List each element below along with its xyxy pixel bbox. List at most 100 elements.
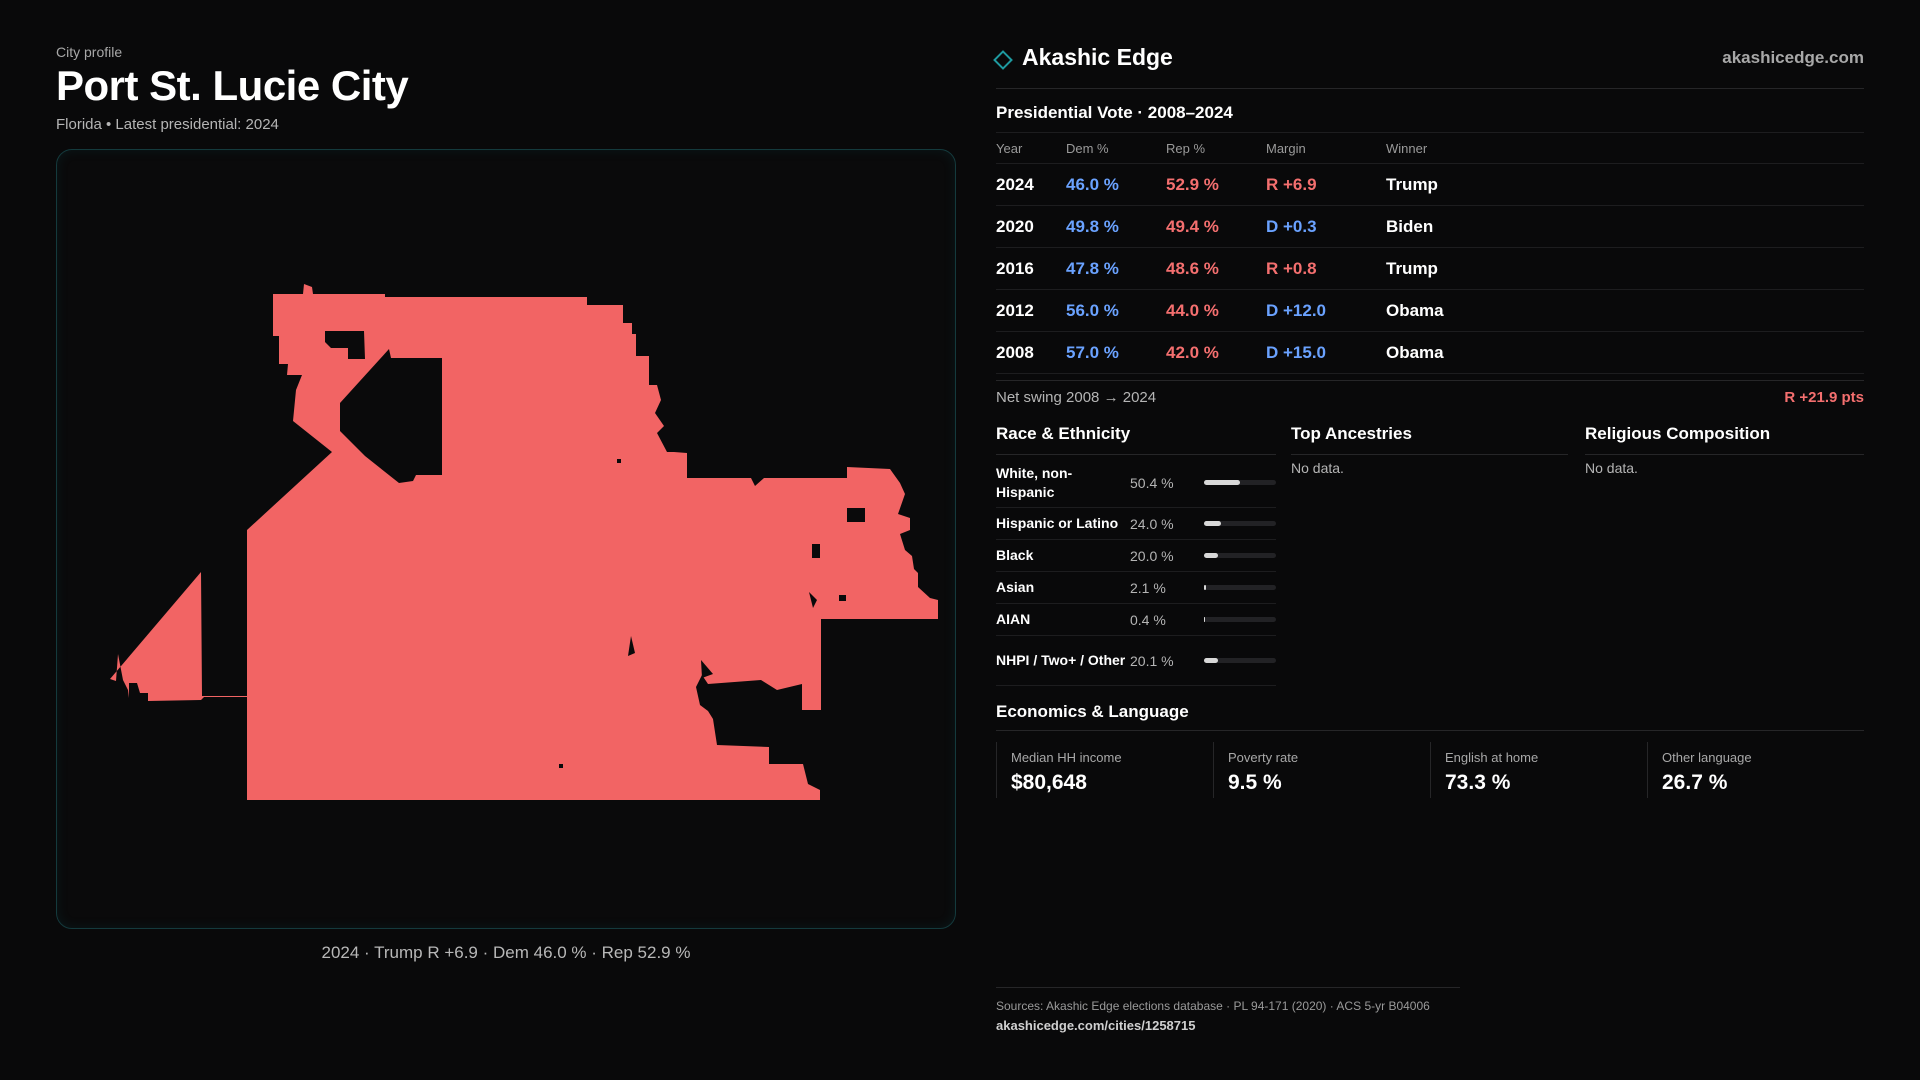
econ-cell-income: Median HH income $80,648	[996, 742, 1213, 798]
race-name: AIAN	[996, 611, 1031, 627]
race-pct: 20.0 %	[1130, 547, 1174, 564]
economics-section-title: Economics & Language	[996, 702, 1189, 721]
race-bar	[1204, 480, 1276, 485]
race-row: Hispanic or Latino 24.0 %	[996, 508, 1276, 540]
race-row: White, non-Hispanic 50.4 %	[996, 458, 1276, 508]
vote-year: 2016	[996, 258, 1034, 278]
vote-winner: Trump	[1386, 174, 1438, 194]
econ-label: Other language	[1662, 750, 1752, 765]
city-boundary-hole	[839, 595, 846, 601]
race-table: White, non-Hispanic 50.4 % Hispanic or L…	[996, 458, 1276, 686]
city-boundary-hole	[809, 592, 817, 608]
race-name: Hispanic or Latino	[996, 515, 1119, 531]
vote-winner: Biden	[1386, 216, 1434, 236]
vote-year: 2008	[996, 342, 1034, 362]
race-name: White, non-Hispanic	[996, 464, 1073, 500]
race-bar	[1204, 617, 1276, 622]
col-year-header: Year	[996, 140, 1023, 156]
race-section-title: Race & Ethnicity	[996, 424, 1276, 455]
col-winner-header: Winner	[1386, 140, 1428, 156]
race-bar	[1204, 521, 1276, 526]
race-bar-fill	[1204, 480, 1241, 485]
sources-text: Sources: Akashic Edge elections database…	[996, 999, 1430, 1013]
vote-dem: 57.0 %	[1066, 342, 1119, 362]
religion-empty: No data.	[1585, 460, 1638, 476]
vote-dem: 49.8 %	[1066, 216, 1119, 236]
econ-label: Median HH income	[1011, 750, 1122, 765]
city-map	[56, 149, 956, 929]
race-name: Black	[996, 547, 1034, 563]
race-bar	[1204, 553, 1276, 558]
brand: Akashic Edge	[993, 44, 1173, 71]
vote-margin: D +12.0	[1266, 300, 1327, 320]
race-row: Black 20.0 %	[996, 540, 1276, 572]
race-pct: 0.4 %	[1130, 611, 1166, 628]
city-boundary-hole	[847, 508, 865, 522]
page-subtitle: Florida • Latest presidential: 2024	[56, 116, 279, 133]
source-url-link[interactable]: akashicedge.com/cities/1258715	[996, 1018, 1196, 1033]
race-bar	[1204, 585, 1276, 590]
ancestries-section-title: Top Ancestries	[1291, 424, 1568, 455]
vote-margin: D +0.3	[1266, 216, 1317, 236]
vote-winner: Obama	[1386, 300, 1444, 320]
race-pct: 50.4 %	[1130, 474, 1174, 491]
brand-name: Akashic Edge	[1022, 44, 1173, 70]
economics-grid: Median HH income $80,648 Poverty rate 9.…	[996, 742, 1864, 798]
race-bar-fill	[1204, 521, 1222, 526]
race-row: NHPI / Two+ / Other 20.1 %	[996, 636, 1276, 686]
city-boundary-hole	[628, 636, 635, 656]
race-pct: 2.1 %	[1130, 579, 1166, 596]
race-pct: 20.1 %	[1130, 652, 1174, 669]
vote-margin: R +0.8	[1266, 258, 1317, 278]
vote-dem: 56.0 %	[1066, 300, 1119, 320]
ancestries-empty: No data.	[1291, 460, 1344, 476]
city-boundary-hole	[617, 459, 621, 463]
city-boundary-shape	[110, 284, 938, 800]
city-boundary-map	[110, 284, 938, 800]
vote-year: 2012	[996, 300, 1034, 320]
vote-year: 2024	[996, 174, 1034, 194]
vote-row: 2024 46.0 % 52.9 % R +6.9 Trump	[996, 164, 1864, 206]
vote-row: 2016 47.8 % 48.6 % R +0.8 Trump	[996, 248, 1864, 290]
vote-year: 2020	[996, 216, 1034, 236]
city-boundary-hole	[812, 544, 820, 558]
race-name: Asian	[996, 579, 1035, 595]
vote-row: 2020 49.8 % 49.4 % D +0.3 Biden	[996, 206, 1864, 248]
econ-value: 73.3 %	[1445, 771, 1511, 794]
map-caption: 2024 · Trump R +6.9 · Dem 46.0 % · Rep 5…	[321, 943, 691, 962]
col-margin-header: Margin	[1266, 140, 1306, 156]
vote-table-header: Year Dem % Rep % Margin Winner	[996, 132, 1864, 164]
vote-row: 2008 57.0 % 42.0 % D +15.0 Obama	[996, 332, 1864, 374]
econ-label: Poverty rate	[1228, 750, 1299, 765]
vote-table: Year Dem % Rep % Margin Winner 2024 46.0…	[996, 132, 1864, 374]
col-dem-header: Dem %	[1066, 140, 1109, 156]
vote-margin: R +6.9	[1266, 174, 1317, 194]
vote-dem: 46.0 %	[1066, 174, 1119, 194]
religion-section-title: Religious Composition	[1585, 424, 1864, 455]
econ-value: $80,648	[1011, 771, 1087, 794]
vote-rep: 44.0 %	[1166, 300, 1219, 320]
vote-section-title: Presidential Vote · 2008–2024	[996, 103, 1233, 122]
page-title: Port St. Lucie City	[56, 62, 409, 109]
vote-row: 2012 56.0 % 44.0 % D +12.0 Obama	[996, 290, 1864, 332]
vote-rep: 52.9 %	[1166, 174, 1219, 194]
race-bar	[1204, 658, 1276, 663]
swing-divider	[996, 380, 1864, 381]
site-link[interactable]: akashicedge.com	[1722, 48, 1864, 67]
econ-cell-other-language: Other language 26.7 %	[1647, 742, 1864, 798]
col-rep-header: Rep %	[1166, 140, 1206, 156]
header-divider	[996, 88, 1864, 89]
vote-rep: 49.4 %	[1166, 216, 1219, 236]
diamond-icon	[993, 49, 1013, 70]
vote-rep: 48.6 %	[1166, 258, 1219, 278]
race-bar-fill	[1204, 585, 1206, 590]
vote-rep: 42.0 %	[1166, 342, 1219, 362]
vote-winner: Obama	[1386, 342, 1444, 362]
econ-value: 9.5 %	[1228, 771, 1282, 794]
econ-value: 26.7 %	[1662, 771, 1728, 794]
econ-label: English at home	[1445, 750, 1539, 765]
city-boundary-hole	[701, 660, 713, 678]
race-row: Asian 2.1 %	[996, 572, 1276, 604]
city-boundary-hole	[559, 764, 563, 768]
page-eyebrow: City profile	[56, 44, 123, 60]
